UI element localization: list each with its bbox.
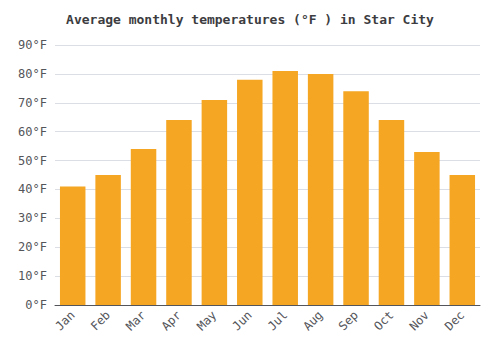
svg-text:80°F: 80°F xyxy=(18,67,47,81)
svg-text:Jun: Jun xyxy=(230,308,255,333)
svg-text:60°F: 60°F xyxy=(18,125,47,139)
svg-text:70°F: 70°F xyxy=(18,96,47,110)
svg-text:Jul: Jul xyxy=(265,308,290,333)
svg-text:Dec: Dec xyxy=(442,308,467,333)
svg-text:Nov: Nov xyxy=(407,308,432,333)
svg-text:30°F: 30°F xyxy=(18,211,47,225)
svg-text:Apr: Apr xyxy=(159,308,184,333)
svg-text:90°F: 90°F xyxy=(18,38,47,52)
svg-text:Oct: Oct xyxy=(371,308,396,333)
svg-text:0°F: 0°F xyxy=(25,298,47,312)
svg-text:10°F: 10°F xyxy=(18,269,47,283)
svg-text:40°F: 40°F xyxy=(18,182,47,196)
svg-text:May: May xyxy=(194,308,219,333)
svg-text:Aug: Aug xyxy=(300,308,325,333)
svg-text:Sep: Sep xyxy=(336,308,361,333)
svg-text:Mar: Mar xyxy=(123,308,148,333)
svg-text:20°F: 20°F xyxy=(18,240,47,254)
svg-text:Jan: Jan xyxy=(52,308,77,333)
svg-text:Average monthly temperatures (: Average monthly temperatures (°F ) in St… xyxy=(66,12,434,27)
svg-text:50°F: 50°F xyxy=(18,154,47,168)
svg-text:Feb: Feb xyxy=(88,308,113,333)
